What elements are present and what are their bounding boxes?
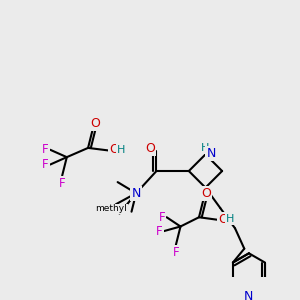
- Text: F: F: [172, 246, 179, 259]
- Text: F: F: [156, 225, 163, 238]
- Text: F: F: [42, 158, 49, 171]
- Text: F: F: [59, 176, 65, 190]
- Text: N: N: [206, 147, 216, 160]
- Text: O: O: [218, 213, 228, 226]
- Text: N: N: [131, 187, 141, 200]
- Text: H: H: [117, 145, 125, 155]
- Text: F: F: [42, 143, 49, 156]
- Text: O: O: [145, 142, 155, 155]
- Text: H: H: [201, 143, 210, 153]
- Text: H: H: [226, 214, 235, 224]
- Text: O: O: [109, 143, 119, 156]
- Text: methyl: methyl: [95, 204, 127, 213]
- Text: F: F: [159, 211, 165, 224]
- Text: O: O: [91, 117, 100, 130]
- Text: O: O: [202, 187, 211, 200]
- Text: N: N: [244, 290, 254, 300]
